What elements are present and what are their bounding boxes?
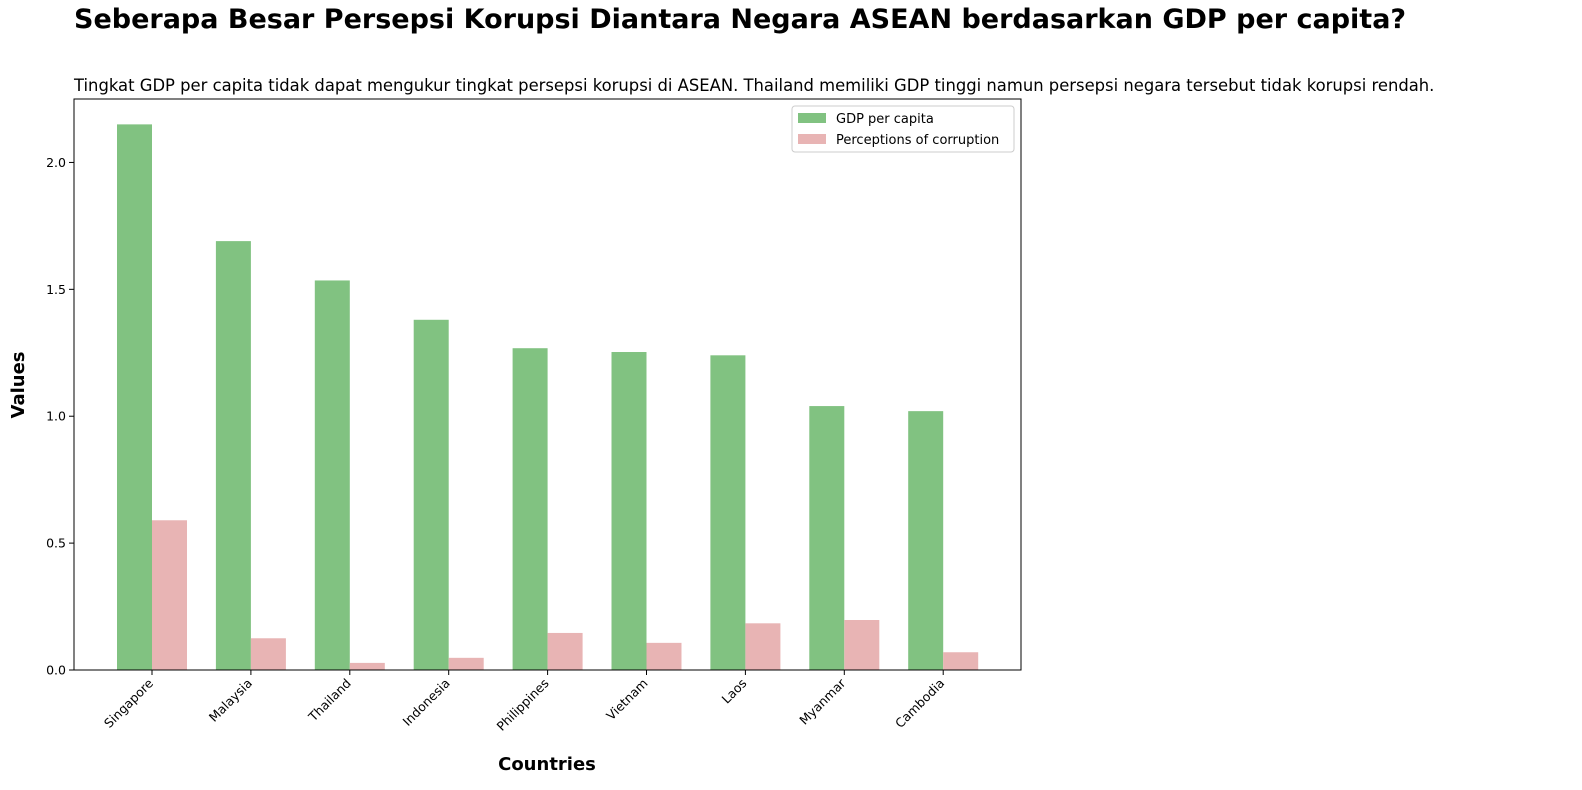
bar-corruption-cambodia	[943, 652, 979, 670]
x-tick-label-thailand: Thailand	[305, 676, 354, 725]
legend-box	[791, 105, 1015, 153]
bar-corruption-laos	[745, 623, 781, 670]
x-axis: Singapore Malaysia Thailand Indonesia Philip…	[101, 670, 947, 734]
bar-gdp-philippines	[512, 348, 548, 670]
chart-subtitle: Tingkat GDP per capita tidak dapat mengu…	[74, 76, 1435, 95]
x-axis-label: Countries	[498, 754, 596, 775]
y-tick-label: 2.0	[46, 155, 66, 170]
bar-corruption-thailand	[349, 662, 385, 670]
bar-gdp-cambodia	[908, 411, 944, 670]
bar-gdp-thailand	[314, 280, 350, 670]
y-tick-label: 1.5	[46, 282, 66, 297]
x-tick-label-indonesia: Indonesia	[399, 676, 452, 729]
bar-corruption-vietnam	[646, 642, 682, 670]
bar-gdp-singapore	[117, 124, 152, 670]
y-tick-label: 0.0	[46, 663, 66, 678]
y-tick-label: 1.0	[46, 409, 66, 424]
bar-corruption-singapore	[152, 520, 187, 670]
bar-corruption-myanmar	[844, 620, 880, 670]
x-tick-label-cambodia: Cambodia	[892, 676, 947, 731]
legend-label: Perceptions of corruption	[836, 133, 999, 148]
bar-gdp-laos	[710, 355, 746, 670]
bar-corruption-malaysia	[250, 638, 286, 670]
legend-swatch	[798, 113, 826, 123]
bar-corruption-philippines	[547, 632, 583, 670]
x-tick-label-vietnam: Vietnam	[603, 676, 650, 723]
legend: GDP per capita Perceptions of corruption	[791, 105, 1015, 153]
y-axis-label: Values	[8, 352, 29, 419]
x-tick-label-philippines: Philippines	[493, 676, 551, 734]
bar-gdp-indonesia	[413, 319, 449, 670]
bar-gdp-malaysia	[215, 241, 251, 671]
bars-group	[117, 124, 979, 671]
bar-corruption-indonesia	[448, 657, 484, 670]
bar-gdp-myanmar	[809, 406, 845, 670]
legend-swatch	[798, 134, 826, 144]
x-tick-label-singapore: Singapore	[101, 675, 156, 730]
y-tick-label: 0.5	[46, 536, 66, 551]
legend-label: GDP per capita	[836, 112, 934, 127]
x-tick-label-malaysia: Malaysia	[206, 676, 255, 725]
chart-title: Seberapa Besar Persepsi Korupsi Diantara…	[74, 4, 1407, 35]
bar-gdp-vietnam	[611, 352, 647, 670]
y-axis: 0.0 0.5 1.0 1.5 2.0	[46, 155, 74, 678]
x-tick-label-laos: Laos	[719, 676, 750, 707]
x-tick-label-myanmar: Myanmar	[796, 675, 849, 728]
